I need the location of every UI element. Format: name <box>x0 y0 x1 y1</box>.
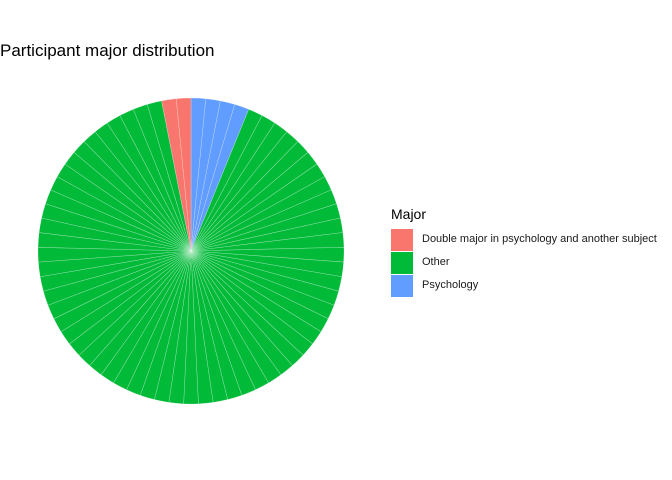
pie-wedge-other <box>89 250 192 376</box>
pie-wedge-other <box>190 232 345 252</box>
pie-wedge-other <box>56 163 192 252</box>
pie-wedge-other <box>139 250 192 400</box>
pie-wedge-other <box>190 250 339 306</box>
pie-wedge-other <box>78 250 192 366</box>
pie-wedge-other <box>190 250 293 376</box>
pie-wedge-other <box>69 250 192 356</box>
pie-wedge-other <box>190 176 332 252</box>
pie-wedge-other <box>83 131 192 252</box>
pie-wedge-other <box>50 176 192 252</box>
pie-wedge-other <box>190 115 276 252</box>
legend-label-psychology: Psychology <box>422 279 479 291</box>
pie-wedge-other <box>113 250 192 391</box>
pie-wedge-other <box>41 203 192 252</box>
pie-wedge-other <box>94 122 192 252</box>
pie-wedge-psychology <box>190 98 221 252</box>
legend-key-psychology <box>391 275 413 297</box>
pie-wedge-other <box>106 115 192 252</box>
legend-key-double-major <box>391 229 413 251</box>
pie-wedge-other <box>190 250 313 356</box>
pie-wedge-other <box>190 131 299 252</box>
pie-wedge-other <box>190 250 269 391</box>
pie-wedge-psychology <box>190 97 207 252</box>
legend-key-other <box>391 252 413 274</box>
pie-wedge-other <box>190 141 309 252</box>
pie-wedge-other <box>190 250 344 278</box>
pie-wedge-other <box>132 104 192 252</box>
pie-wedge-other <box>190 108 263 252</box>
pie-wedge-other <box>190 250 335 320</box>
pie-wedge-other <box>73 141 192 252</box>
pie-wedge-double <box>161 98 192 252</box>
pie-wedge-other <box>190 250 282 384</box>
pie-wedge-other <box>119 108 192 252</box>
pie-wedge-other <box>39 250 192 292</box>
legend-label-double-major: Double major in psychology and another s… <box>422 233 657 245</box>
pie-wedge-other <box>37 246 192 263</box>
pie-wedge-other <box>190 250 228 403</box>
pie-wedge-other <box>190 217 344 252</box>
pie-wedge-other <box>146 100 192 252</box>
pie-wedge-double <box>175 97 192 252</box>
pie-wedge-other <box>190 250 243 400</box>
pie-wedge-other <box>190 250 304 366</box>
pie-wedge-other <box>168 250 192 405</box>
pie-wedge-other <box>190 250 322 345</box>
pie-wedge-other <box>190 250 256 396</box>
pie-wedge-psychology <box>190 100 236 252</box>
pie-wedge-other <box>190 250 329 333</box>
pie-wedge-other <box>53 250 192 333</box>
pie-wedge-other <box>64 151 192 252</box>
pie-wedge-other <box>154 250 192 403</box>
pie-wedge-other <box>190 203 341 252</box>
pie-wedge-other <box>60 250 192 345</box>
pie-wedge-other <box>190 250 214 405</box>
chart-title: Participant major distribution <box>0 41 215 60</box>
pie-wedge-other <box>190 122 288 252</box>
pie-wedge-other <box>43 250 192 306</box>
pie-wedge-other <box>37 232 192 252</box>
pie-wedge-other <box>190 250 343 292</box>
pie-wedge-other <box>45 189 192 252</box>
pie-wedge-other <box>100 250 192 384</box>
pie-wedge-other <box>190 151 318 252</box>
pie-wedge-other <box>126 250 192 396</box>
pie-wedge-other <box>38 217 192 252</box>
pie-wedge-other <box>190 189 337 252</box>
pie-wedge-other <box>183 250 199 405</box>
pie-wedge-other <box>190 163 326 252</box>
legend-title: Major <box>391 206 427 222</box>
legend-label-other: Other <box>422 256 450 268</box>
pie-wedge-psychology <box>190 104 250 252</box>
pie-wedge-other <box>47 250 192 320</box>
pie-wedge-other <box>190 246 345 263</box>
pie-wedge-other <box>38 250 192 278</box>
